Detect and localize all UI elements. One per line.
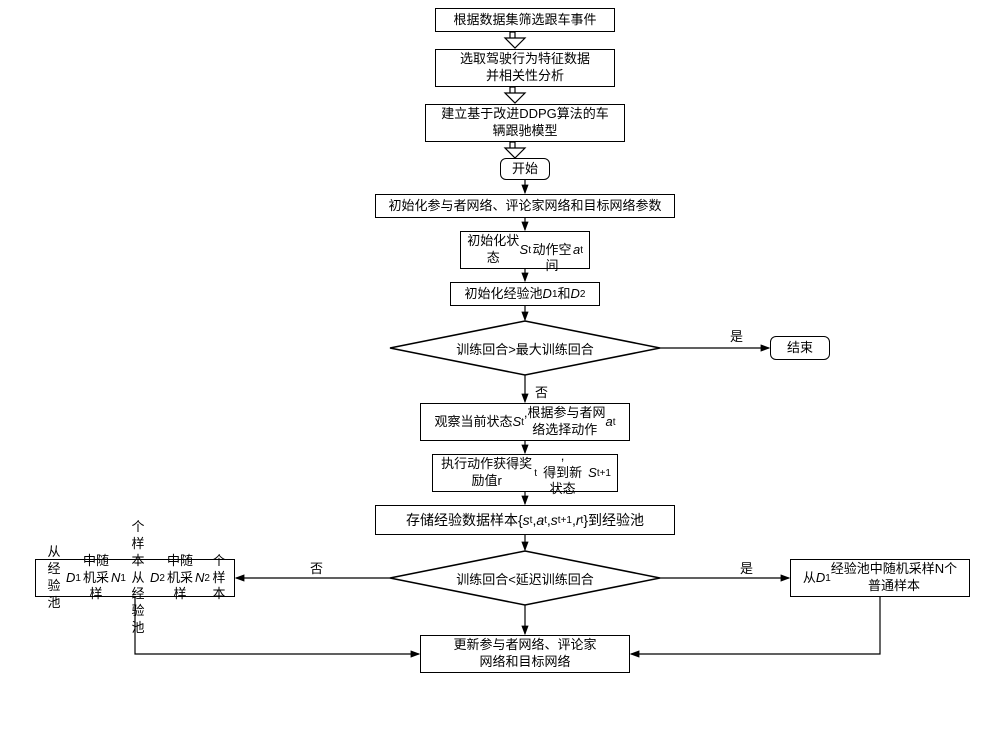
node-execute-action: 执行动作获得奖励值rt,得到新状态St+1 (432, 454, 618, 492)
diamond-delay-round (389, 550, 661, 606)
node-init-networks: 初始化参与者网络、评论家网络和目标网络参数 (375, 194, 675, 218)
node-end: 结束 (770, 336, 830, 360)
node-sample-both: 从经验池D1中随机采样N1个样本从经验池D2中随机采样N2个样本 (35, 559, 235, 597)
node-init-pool: 初始化经验池D1和D2 (450, 282, 600, 306)
label-yes-2: 是 (740, 558, 753, 577)
hollow-arrow-2 (505, 87, 525, 103)
node-filter-events: 根据数据集筛选跟车事件 (435, 8, 615, 32)
label-yes-1: 是 (730, 326, 743, 345)
diamond-max-round-text: 训练回合>最大训练回合 (400, 340, 650, 356)
node-sample-normal: 从D1经验池中随机采样N个普通样本 (790, 559, 970, 597)
diamond-max-round (389, 320, 661, 376)
node-build-model: 建立基于改进DDPG算法的车辆跟驰模型 (425, 104, 625, 142)
hollow-arrow-1 (505, 32, 525, 48)
node-update-networks: 更新参与者网络、评论家网络和目标网络 (420, 635, 630, 673)
node-init-state: 初始化状态St动作空间at (460, 231, 590, 269)
node-observe-state: 观察当前状态St,根据参与者网络选择动作at (420, 403, 630, 441)
node-start: 开始 (500, 158, 550, 180)
hollow-arrow-3 (505, 142, 525, 158)
node-store-experience: 存储经验数据样本{st, at, st+1, rt}到经验池 (375, 505, 675, 535)
node-feature-analysis: 选取驾驶行为特征数据并相关性分析 (435, 49, 615, 87)
label-no-1: 否 (535, 382, 548, 401)
diamond-delay-round-text: 训练回合<延迟训练回合 (400, 570, 650, 586)
label-no-2: 否 (310, 558, 323, 577)
